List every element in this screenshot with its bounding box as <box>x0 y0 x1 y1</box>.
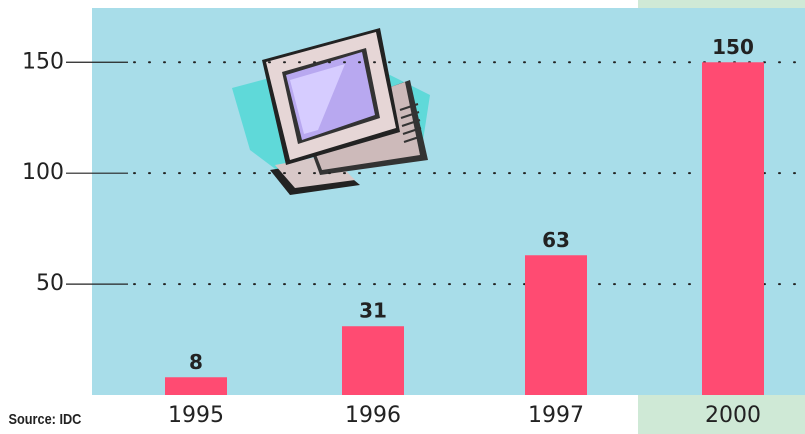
bar <box>525 255 587 395</box>
x-tick-label: 1995 <box>168 403 224 428</box>
bar <box>342 326 404 395</box>
y-tick-label: 100 <box>22 160 64 185</box>
source-note: Source: IDC <box>9 410 82 427</box>
plot-area <box>92 8 805 395</box>
x-tick-label: 1997 <box>528 403 584 428</box>
bar <box>165 377 227 395</box>
value-label: 63 <box>542 228 570 252</box>
x-tick-label: 1996 <box>345 403 401 428</box>
bar <box>702 62 764 395</box>
value-label: 150 <box>712 35 754 59</box>
x-tick-label: 2000 <box>705 403 761 428</box>
y-tick-label: 50 <box>36 271 64 296</box>
value-label: 31 <box>359 299 387 323</box>
monitor-clipart <box>232 28 430 195</box>
value-label: 8 <box>189 350 203 374</box>
y-tick-label: 150 <box>22 49 64 74</box>
